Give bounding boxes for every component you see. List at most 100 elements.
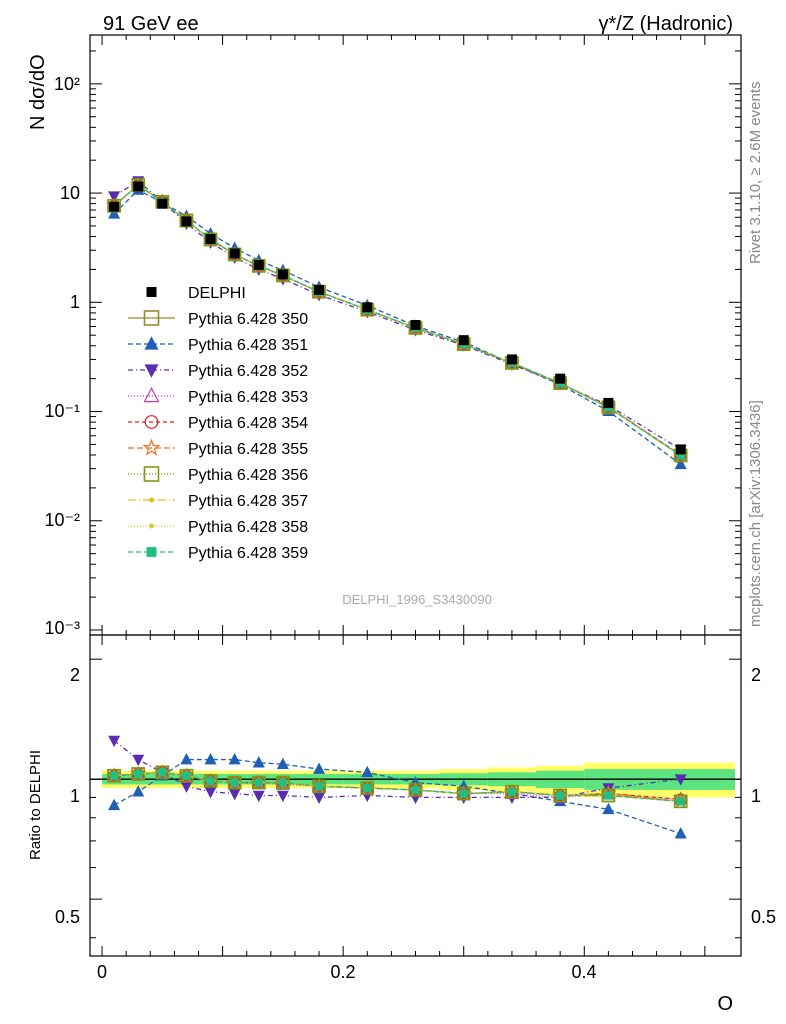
ratio-point-352 <box>228 788 241 801</box>
ratio-point-352 <box>108 735 121 748</box>
series-line-359 <box>113 184 682 457</box>
data-point-DELPHI <box>181 216 192 227</box>
legend-label-352: Pythia 6.428 352 <box>188 363 308 380</box>
ratio-point-359 <box>411 785 420 795</box>
rivet-version-label: Rivet 3.1.10, ≥ 2.6M events <box>747 82 764 265</box>
ratio-point-352 <box>180 781 193 793</box>
legend-label-355: Pythia 6.428 355 <box>188 441 308 458</box>
ratio-point-359 <box>604 791 613 800</box>
x-tick-label-0.2: 0.2 <box>330 962 355 982</box>
ratio-tick-label-right-0.5: 0.5 <box>751 907 776 927</box>
ratio-line-359 <box>114 771 681 802</box>
data-point-DELPHI <box>205 233 216 244</box>
data-point-DELPHI <box>277 269 288 280</box>
x-tick-label-0.4: 0.4 <box>571 962 596 982</box>
ratio-point-359 <box>555 791 565 800</box>
y-tick-label-1: 1 <box>70 292 80 312</box>
ratio-point-352 <box>252 790 265 803</box>
ratio-y-ticks: 0.5 1 2 0.5 1 2 <box>55 665 776 927</box>
ratio-point-359 <box>363 783 372 793</box>
legend-label-357: Pythia 6.428 357 <box>188 493 308 510</box>
ratio-point-359 <box>134 769 143 779</box>
data-point-DELPHI <box>458 335 469 346</box>
legend-marker-350 <box>143 310 160 326</box>
legend-marker-DELPHI <box>146 287 157 297</box>
data-point-DELPHI <box>314 284 325 295</box>
series-point-351 <box>674 457 687 470</box>
ratio-series-group <box>106 735 689 839</box>
ratio-point-356 <box>179 768 194 783</box>
mcplots-label: mcplots.cern.ch [arXiv:1306.3436] <box>747 400 764 627</box>
ratio-point-351 <box>252 756 265 768</box>
ratio-point-351 <box>180 752 193 765</box>
ratio-tick-label-1: 1 <box>70 786 80 806</box>
header-right-label: γ*/Z (Hadronic) <box>599 13 733 35</box>
main-y-ticks: 10⁻³ 10⁻² 10⁻¹ 1 10 10² <box>44 74 80 638</box>
legend-label-359: Pythia 6.428 359 <box>188 545 308 562</box>
legend-marker-358 <box>149 523 154 529</box>
ratio-point-359 <box>314 782 324 791</box>
legend: DELPHI Pythia 6.428 350 Pythia 6.428 351 Py… <box>128 285 308 562</box>
data-point-DELPHI <box>603 397 614 408</box>
series-point-356 <box>276 268 290 283</box>
y-tick-label-1e-2: 10⁻² <box>44 510 80 530</box>
main-plot-panel: 10⁻³ 10⁻² 10⁻¹ 1 10 10² DELPHI_1996_S343… <box>44 34 742 638</box>
ratio-point-352 <box>204 786 217 799</box>
series-point-356 <box>227 247 242 262</box>
ratio-point-352 <box>313 792 326 805</box>
legend-label-358: Pythia 6.428 358 <box>188 519 308 536</box>
series-point-351 <box>108 207 121 219</box>
data-point-DELPHI <box>362 302 373 313</box>
legend-marker-359 <box>146 547 157 557</box>
data-point-DELPHI <box>157 198 168 209</box>
series-point-356 <box>107 198 121 213</box>
legend-marker-353 <box>143 387 160 403</box>
legend-label-353: Pythia 6.428 353 <box>188 389 308 406</box>
ratio-point-351 <box>108 798 121 811</box>
ratio-point-351 <box>228 752 241 765</box>
ratio-point-359 <box>182 771 191 780</box>
legend-label-350: Pythia 6.428 350 <box>188 311 308 328</box>
ratio-tick-label-2: 2 <box>70 665 80 685</box>
legend-label-354: Pythia 6.428 354 <box>188 415 308 432</box>
ratio-line-351 <box>113 758 681 835</box>
x-ticks: 0 0.2 0.4 <box>97 962 597 982</box>
series-point-356 <box>203 232 218 247</box>
ratio-point-359 <box>206 776 215 786</box>
series-line-352 <box>113 180 682 450</box>
header-left-label: 91 GeV ee <box>103 13 199 35</box>
ratio-y-axis-label: Ratio to DELPHI <box>27 750 44 860</box>
legend-label-351: Pythia 6.428 351 <box>188 337 308 354</box>
ratio-point-351 <box>674 827 687 839</box>
y-tick-label-100: 10² <box>54 74 80 94</box>
data-point-DELPHI <box>253 259 264 270</box>
ratio-point-352 <box>674 774 687 786</box>
ratio-point-359 <box>230 778 239 787</box>
ratio-point-351 <box>132 785 145 797</box>
axis-tick-marks <box>90 35 741 956</box>
x-axis-label: O <box>717 993 733 1015</box>
legend-marker-356 <box>143 466 160 482</box>
data-point-DELPHI <box>229 248 240 259</box>
legend-marker-354 <box>144 415 159 429</box>
ratio-point-351 <box>276 757 289 770</box>
data-point-DELPHI <box>410 319 421 330</box>
analysis-watermark: DELPHI_1996_S3430090 <box>342 592 492 607</box>
data-point-DELPHI <box>109 201 120 212</box>
ratio-point-359 <box>254 778 263 787</box>
ratio-tick-label-right-1: 1 <box>751 786 761 806</box>
ratio-point-351 <box>313 762 326 774</box>
ratio-point-359 <box>459 789 468 798</box>
ratio-point-356 <box>203 774 218 788</box>
legend-marker-351 <box>144 336 159 350</box>
ratio-tick-label-right-2: 2 <box>751 665 761 685</box>
main-y-axis-label: N dσ/dO <box>27 54 49 130</box>
ratio-point-359 <box>676 797 685 806</box>
ratio-point-359 <box>507 787 517 796</box>
ratio-point-359 <box>158 768 167 777</box>
ratio-plot-panel: 0.5 1 2 0.5 1 2 <box>55 634 776 957</box>
series-line-351 <box>113 189 682 465</box>
ratio-point-351 <box>204 752 217 765</box>
legend-label-DELPHI: DELPHI <box>188 285 246 302</box>
